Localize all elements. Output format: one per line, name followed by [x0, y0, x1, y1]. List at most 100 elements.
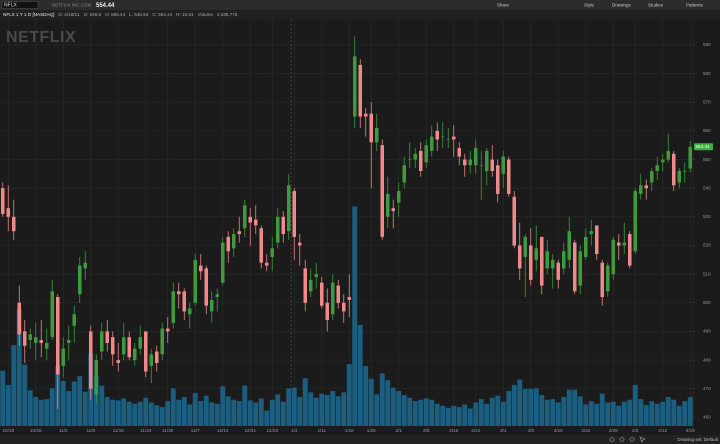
toolbar-button[interactable]: Patterns [686, 2, 704, 7]
y-tick-label: 490 [703, 329, 711, 334]
volume-bar [374, 394, 380, 426]
candle-body [385, 193, 390, 217]
volume-bar [165, 401, 171, 426]
candle-body [319, 282, 324, 306]
volume-bar [555, 402, 561, 426]
volume-bar [181, 397, 187, 426]
volume-bar [379, 373, 385, 426]
candle-body [143, 331, 148, 372]
volume-bar [275, 394, 281, 426]
volume-bar [231, 399, 237, 426]
toolbar-button[interactable]: Style [584, 2, 595, 7]
cursor-icon[interactable] [639, 436, 646, 443]
volume-bar [319, 393, 325, 426]
candle-body [193, 259, 198, 303]
volume-bar [671, 399, 677, 426]
volume-bar [627, 399, 633, 426]
volume-bar [357, 325, 363, 426]
volume-bar [264, 410, 270, 426]
volume-bar [44, 399, 50, 426]
x-tick-label: 3/22 [581, 428, 590, 433]
bottom-bar [0, 435, 720, 444]
candle-body [138, 337, 143, 349]
candle-body [523, 236, 528, 257]
volume-bar [462, 404, 468, 426]
y-tick-label: 500 [703, 300, 711, 305]
volume-bar [473, 402, 479, 426]
volume-bar [407, 397, 413, 426]
candle-body [682, 170, 687, 172]
volume-bar [522, 388, 528, 426]
candle-body [495, 165, 500, 194]
candle-body [407, 159, 412, 161]
volume-bar [572, 389, 578, 426]
volume-bar [599, 393, 605, 426]
x-tick-label: 10/19 [3, 428, 15, 433]
status-item: H: 556.44 [105, 12, 125, 17]
volume-bar [269, 399, 275, 426]
volume-bar [236, 401, 242, 426]
candle-body [132, 348, 137, 361]
volume-bar [5, 384, 11, 426]
symbol-box[interactable] [1, 1, 39, 9]
candle-body [418, 150, 423, 171]
candle-body [677, 170, 682, 183]
volume-bar [11, 345, 17, 426]
candle-body [462, 159, 467, 166]
candle-body [94, 360, 99, 395]
zoom-icon[interactable] [629, 437, 635, 442]
volume-bar [610, 401, 616, 426]
candle-body [484, 150, 489, 171]
x-tick-label: 3/29 [609, 428, 618, 433]
candle-body [33, 337, 38, 343]
volume-bar [605, 402, 611, 426]
volume-bar [390, 387, 396, 426]
candle-body [11, 216, 16, 232]
volume-bar [22, 364, 28, 426]
volume-bar [511, 384, 517, 426]
volume-bar [121, 398, 127, 426]
candle-body [391, 208, 396, 212]
volume-bar [220, 386, 226, 426]
volume-bar [242, 385, 248, 426]
volume-bar [27, 390, 33, 426]
drawing-set[interactable]: Drawing set: Default [677, 437, 718, 442]
volume-bar [676, 405, 682, 426]
y-tick-label: 480 [703, 357, 711, 362]
candle-body [413, 153, 418, 160]
candle-body [248, 216, 253, 223]
x-tick-label: 1/18 [345, 428, 354, 433]
volume-bar [456, 407, 462, 426]
volume-bar [660, 401, 666, 426]
volume-bar [528, 388, 534, 426]
candle-body [660, 159, 665, 163]
toolbar-button[interactable]: Studies [648, 2, 664, 7]
candle-body [209, 299, 214, 312]
candle-body [253, 219, 258, 226]
volume-bar [308, 392, 314, 426]
symbol[interactable]: NFLX [4, 3, 17, 9]
candle-body [622, 242, 627, 246]
candle-body [501, 156, 506, 174]
candle-body [545, 251, 550, 269]
toolbar-button[interactable]: Share [497, 2, 510, 7]
candle-body [352, 56, 357, 117]
volume-bar [550, 399, 556, 426]
volume-bar [346, 364, 352, 426]
candle-body [490, 159, 495, 171]
zoom-icon[interactable] [609, 437, 615, 442]
zoom-controls[interactable] [609, 436, 646, 443]
zoom-icon[interactable] [619, 437, 625, 442]
candle-body [292, 191, 297, 237]
volume-bar [396, 390, 402, 426]
toolbar-button[interactable]: Drawings [612, 2, 632, 7]
volume-bar [445, 407, 451, 426]
y-tick-label: 540 [703, 185, 711, 190]
candle-body [286, 185, 291, 232]
candle-body [160, 328, 165, 355]
y-tick-label: 550 [703, 157, 711, 162]
x-tick-label: 12/21 [245, 428, 257, 433]
candle-body [264, 262, 269, 266]
candle-body [110, 337, 115, 355]
